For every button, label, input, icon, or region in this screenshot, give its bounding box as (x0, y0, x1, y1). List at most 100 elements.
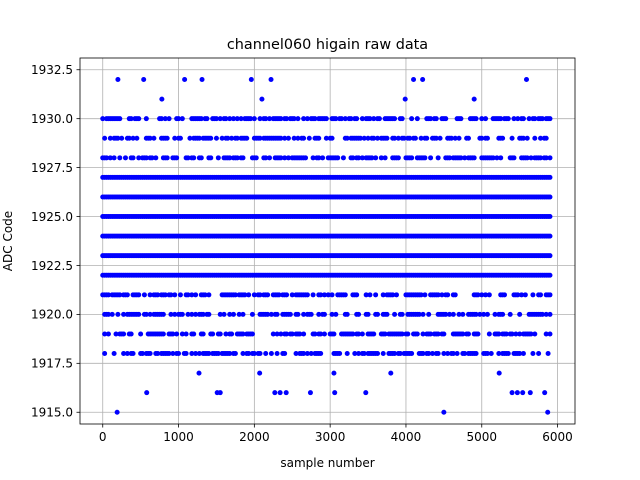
data-point (225, 135, 231, 141)
y-tick-label: 1925.0 (31, 210, 73, 224)
data-point (414, 116, 420, 122)
data-point (522, 292, 528, 298)
data-point (153, 155, 159, 161)
data-point (357, 135, 363, 141)
data-point (409, 351, 415, 357)
data-point (183, 331, 189, 337)
data-point (183, 351, 189, 357)
data-point (320, 155, 326, 161)
data-point (520, 135, 526, 141)
data-point (221, 311, 227, 317)
data-point (210, 331, 216, 337)
data-point (359, 155, 365, 161)
data-point (144, 390, 150, 396)
data-point (115, 77, 121, 83)
data-point (483, 292, 489, 298)
data-point (126, 135, 132, 141)
data-point (532, 331, 538, 337)
data-point (295, 311, 301, 317)
data-point (198, 116, 204, 122)
x-tick-label: 2000 (239, 430, 270, 444)
data-point (505, 116, 511, 122)
data-point (420, 331, 426, 337)
data-point (263, 116, 269, 122)
x-tick-label: 0 (99, 430, 107, 444)
data-point (543, 331, 549, 337)
data-point (507, 311, 513, 317)
data-point (545, 409, 551, 415)
data-point (270, 331, 276, 337)
data-point (363, 390, 369, 396)
data-point (282, 351, 288, 357)
data-point (500, 135, 506, 141)
data-point (513, 331, 519, 337)
data-point (143, 116, 149, 122)
data-point (392, 311, 398, 317)
data-point (426, 311, 432, 317)
data-point (232, 292, 238, 298)
data-point (356, 351, 362, 357)
data-point (242, 292, 248, 298)
data-point (249, 331, 255, 337)
y-tick-label: 1915.0 (31, 406, 73, 420)
data-point (274, 331, 280, 337)
data-point (117, 292, 123, 298)
data-point (141, 292, 147, 298)
data-point (291, 116, 297, 122)
data-point (301, 135, 307, 141)
data-point (191, 331, 197, 337)
data-point (105, 331, 111, 337)
data-point (350, 155, 356, 161)
data-point (414, 331, 420, 337)
data-point (484, 135, 490, 141)
data-point (199, 77, 205, 83)
data-point (291, 135, 297, 141)
data-point (308, 351, 314, 357)
data-point (471, 96, 477, 102)
data-point (253, 155, 259, 161)
data-point (318, 351, 324, 357)
data-point (359, 331, 365, 337)
data-point (331, 370, 337, 376)
data-point (312, 331, 318, 337)
data-point (498, 116, 504, 122)
data-point (337, 351, 343, 357)
data-point (435, 351, 441, 357)
data-points (100, 77, 553, 415)
data-point (494, 155, 500, 161)
data-point (547, 214, 553, 220)
data-point (382, 155, 388, 161)
data-point (111, 155, 117, 161)
data-point (479, 135, 485, 141)
x-tick-label: 5000 (466, 430, 497, 444)
data-point (257, 351, 263, 357)
data-point (422, 292, 428, 298)
data-point (500, 311, 506, 317)
data-point (172, 292, 178, 298)
data-point (306, 135, 312, 141)
data-point (395, 155, 401, 161)
data-point (234, 116, 240, 122)
data-point (402, 96, 408, 102)
data-point (399, 331, 405, 337)
data-point (520, 390, 526, 396)
data-point (361, 135, 367, 141)
data-point (140, 351, 146, 357)
data-point (102, 135, 108, 141)
data-point (263, 351, 269, 357)
data-point (329, 292, 335, 298)
data-point (428, 331, 434, 337)
data-point (511, 155, 517, 161)
data-point (503, 331, 509, 337)
data-point (466, 135, 471, 141)
data-point (265, 292, 271, 298)
data-point (407, 135, 413, 141)
data-point (371, 331, 377, 337)
data-point (312, 116, 318, 122)
data-point (196, 135, 202, 141)
data-point (543, 155, 549, 161)
data-point (277, 390, 283, 396)
data-point (196, 351, 202, 357)
data-point (547, 194, 553, 200)
